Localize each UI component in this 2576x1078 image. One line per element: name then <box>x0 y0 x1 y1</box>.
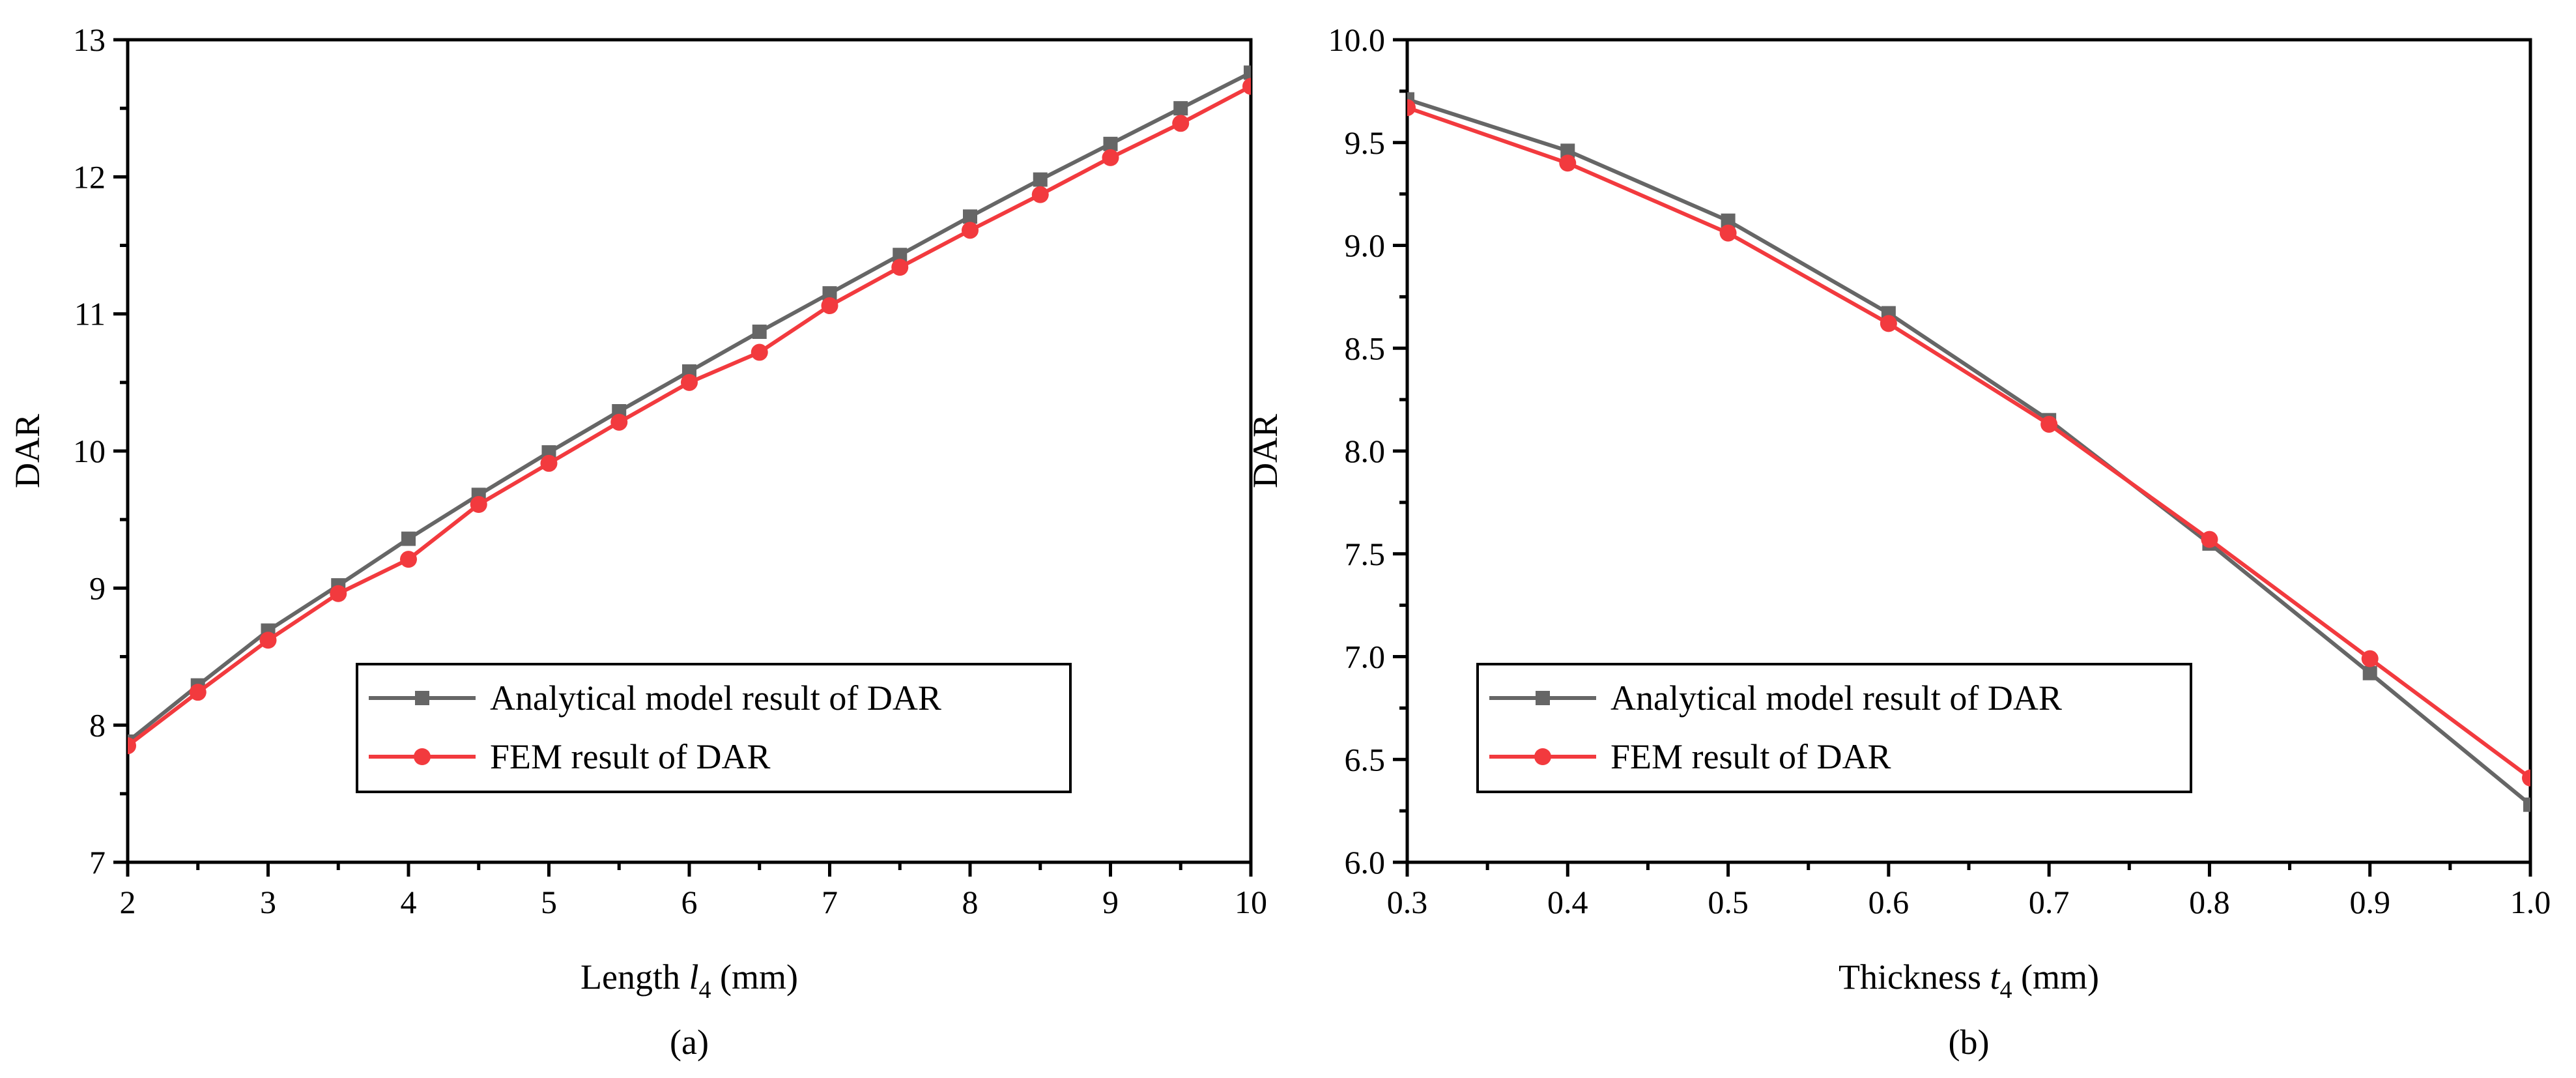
series-line-circle <box>128 84 1251 748</box>
data-point-circle <box>1719 224 1737 242</box>
data-point-circle <box>821 297 838 315</box>
x-tick-label: 8 <box>962 884 979 920</box>
data-point-square <box>1407 92 1414 107</box>
y-tick-label: 13 <box>73 22 106 58</box>
plot-area <box>128 65 1251 755</box>
figure-caption: (a) <box>670 1023 709 1062</box>
x-tick-label: 0.8 <box>2189 884 2230 920</box>
data-point-square <box>1173 101 1188 116</box>
data-point-square <box>1103 136 1118 151</box>
data-point-square <box>2362 665 2377 680</box>
figure-caption: (b) <box>1949 1023 1990 1062</box>
data-point-circle <box>1102 149 1119 166</box>
data-point-square <box>1560 143 1575 158</box>
y-tick-label: 10 <box>73 433 106 469</box>
x-tick-label: 0.5 <box>1708 884 1749 920</box>
data-point-circle <box>1559 154 1577 172</box>
y-tick-label: 9 <box>89 570 106 606</box>
y-tick-label: 7.5 <box>1345 536 1386 572</box>
data-point-circle <box>751 343 768 361</box>
legend-label: Analytical model result of DAR <box>490 678 941 718</box>
y-tick-label: 12 <box>73 158 106 195</box>
data-point-square <box>1033 172 1048 187</box>
data-point-circle <box>1031 186 1049 203</box>
data-point-circle <box>2201 531 2218 548</box>
legend-box <box>356 663 1072 793</box>
legend: Analytical model result of DAR FEM result… <box>356 663 1072 793</box>
legend-marker-square <box>1536 691 1550 705</box>
chart-b: 0.3 0.4 0.5 0.6 0.7 0.8 0.9 1.0 6.0 6.5 7.0 7.5 8.0 8… <box>1246 22 2551 1062</box>
data-point-circle <box>2040 415 2058 433</box>
data-point-circle <box>1407 99 1416 117</box>
data-point-circle <box>189 684 207 701</box>
y-tick-label: 11 <box>74 296 106 332</box>
data-point-square <box>401 531 416 546</box>
y-tick-label: 8 <box>89 707 106 744</box>
data-point-square <box>2523 797 2530 812</box>
data-point-circle <box>610 413 628 431</box>
legend-box <box>1476 663 2192 793</box>
y-tick-label: 8.0 <box>1345 433 1386 469</box>
legend-marker-circle <box>414 748 431 765</box>
legend-label: Analytical model result of DAR <box>1610 678 2062 718</box>
y-tick-label: 9.0 <box>1345 227 1386 264</box>
legend-marker-square <box>415 691 429 705</box>
data-point-circle <box>400 551 417 568</box>
data-point-circle <box>2361 650 2379 667</box>
x-axis-title: Thickness t4 (mm) <box>1839 957 2099 1004</box>
x-tick-label: 3 <box>260 884 276 920</box>
x-tick-label: 10 <box>1235 884 1267 920</box>
data-point-circle <box>470 496 487 514</box>
x-tick-label: 4 <box>401 884 417 920</box>
y-tick-label: 6.0 <box>1345 844 1386 881</box>
x-axis-title: Length l4 (mm) <box>580 957 798 1004</box>
x-tick-label: 1.0 <box>2510 884 2551 920</box>
series-line-circle <box>1407 106 2530 780</box>
x-tick-label: 9 <box>1102 884 1119 920</box>
legend-marker-circle <box>1534 748 1551 765</box>
data-point-circle <box>681 373 698 391</box>
data-point-circle <box>1880 315 1897 332</box>
chart-a: 2 3 4 5 6 7 8 9 10 7 8 9 10 11 12 13 Length l4 (mm) DAR (a… <box>8 22 1267 1062</box>
y-tick-label: 10.0 <box>1328 22 1386 58</box>
data-point-square <box>893 248 908 263</box>
data-point-circle <box>2522 769 2530 787</box>
y-tick-label: 8.5 <box>1345 330 1386 366</box>
data-point-circle <box>330 585 347 602</box>
y-tick-label: 6.5 <box>1345 741 1386 778</box>
y-tick-label: 7.0 <box>1345 639 1386 675</box>
data-point-circle <box>962 222 979 239</box>
data-point-square <box>822 286 837 301</box>
data-point-square <box>752 325 767 340</box>
data-point-circle <box>1172 115 1190 132</box>
x-tick-label: 2 <box>120 884 136 920</box>
x-tick-label: 7 <box>822 884 838 920</box>
legend: Analytical model result of DAR FEM result… <box>1476 663 2192 793</box>
data-point-circle <box>1242 78 1251 95</box>
data-point-square <box>1721 213 1736 228</box>
plot-area <box>1407 92 2530 812</box>
x-tick-label: 0.4 <box>1547 884 1588 920</box>
x-tick-label: 6 <box>681 884 698 920</box>
y-tick-label: 9.5 <box>1345 124 1386 161</box>
data-point-circle <box>540 454 558 472</box>
data-point-square <box>963 209 977 224</box>
data-point-circle <box>259 632 277 649</box>
x-tick-label: 0.9 <box>2349 884 2390 920</box>
x-tick-label: 0.6 <box>1868 884 1910 920</box>
legend-label: FEM result of DAR <box>490 737 771 776</box>
y-axis-title: DAR <box>8 414 47 488</box>
y-tick-label: 7 <box>89 844 106 881</box>
series-line-square <box>1407 97 2530 806</box>
x-tick-label: 0.3 <box>1387 884 1428 920</box>
y-axis-title: DAR <box>1246 414 1285 488</box>
x-tick-label: 5 <box>541 884 557 920</box>
data-point-square <box>1244 65 1251 80</box>
legend-label: FEM result of DAR <box>1610 737 1891 776</box>
x-tick-label: 0.7 <box>2029 884 2070 920</box>
data-point-circle <box>128 737 136 755</box>
data-point-circle <box>891 259 909 276</box>
